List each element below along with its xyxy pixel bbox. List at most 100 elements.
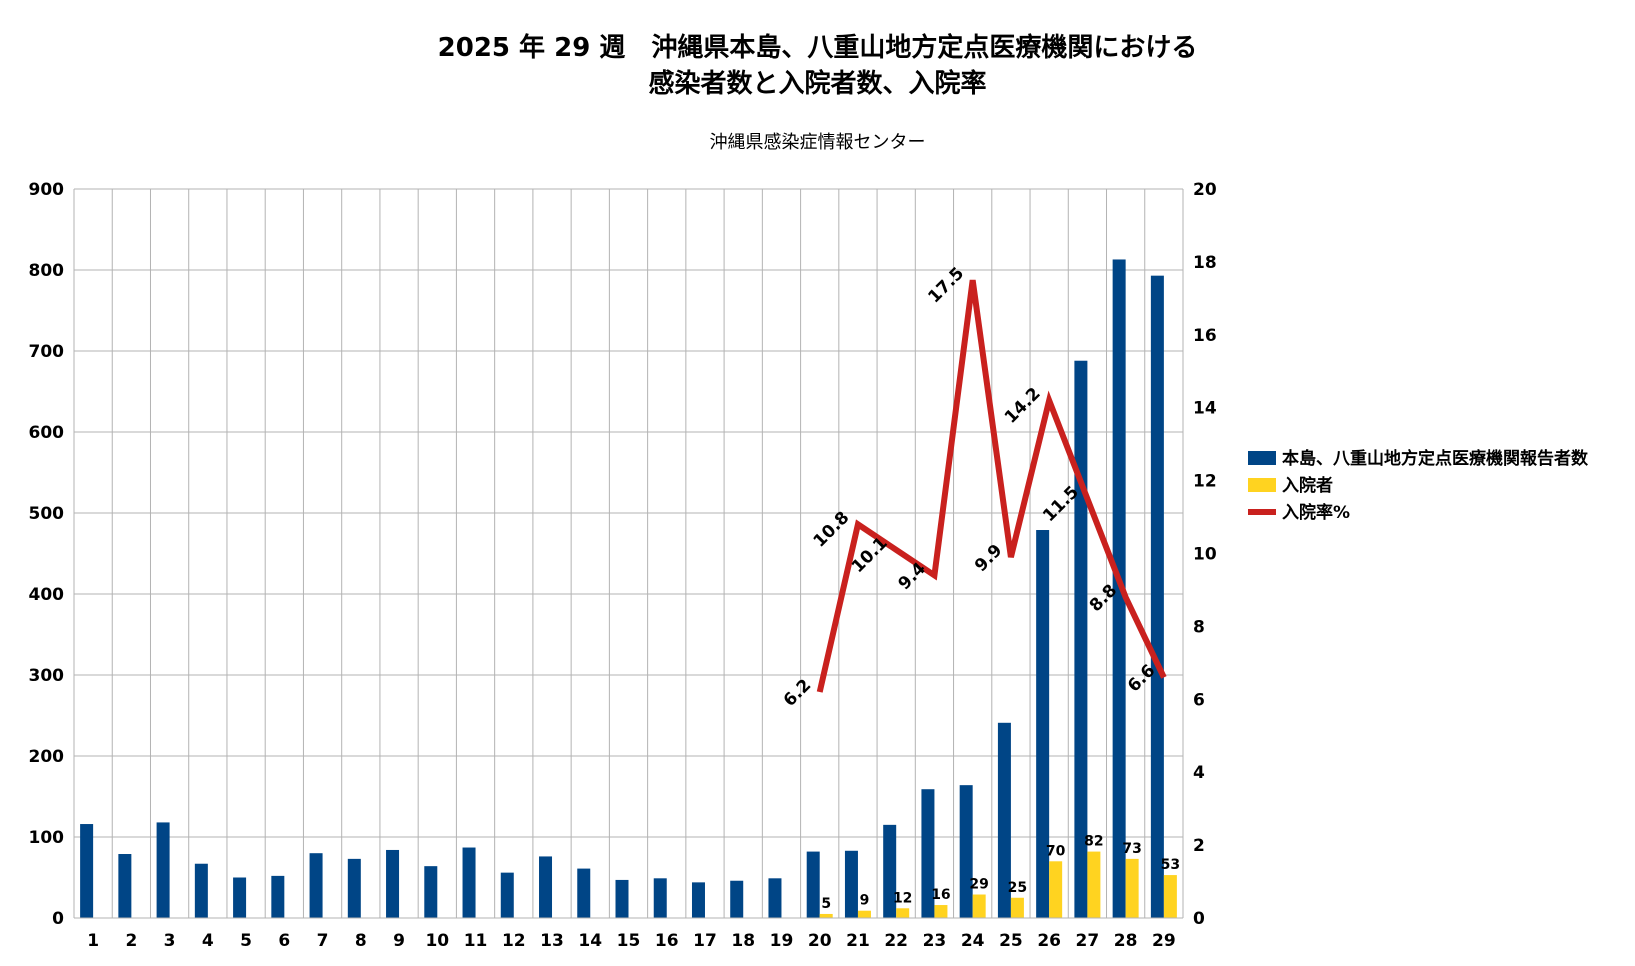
hospitalized-data-label: 53: [1161, 857, 1180, 873]
legend-label: 本島、八重山地方定点医療機関報告者数: [1282, 448, 1589, 469]
x-tick-label: 5: [240, 931, 252, 951]
bar-reported: [768, 878, 782, 918]
y-right-tick-label: 20: [1193, 180, 1217, 200]
x-tick-label: 22: [884, 931, 908, 951]
chart-subtitle: 沖縄県感染症情報センター: [709, 132, 926, 153]
bar-hospitalized: [857, 910, 871, 918]
bar-reported: [118, 854, 132, 918]
bar-hospitalized: [1163, 875, 1177, 918]
y-right-tick-label: 2: [1193, 836, 1205, 856]
hospitalized-data-label: 25: [1008, 880, 1027, 896]
y-right-tick-label: 14: [1193, 399, 1217, 419]
x-tick-label: 13: [540, 931, 564, 951]
hospitalized-data-label: 70: [1046, 843, 1066, 859]
hospitalized-data-label: 73: [1122, 841, 1141, 857]
x-tick-label: 19: [770, 931, 794, 951]
bar-hospitalized: [896, 908, 910, 918]
rate-line: [816, 279, 1167, 693]
bars: [80, 259, 1177, 919]
bar-reported: [615, 879, 629, 918]
x-tick-label: 9: [393, 931, 405, 951]
y-left-tick-label: 200: [29, 747, 65, 767]
legend-swatch: [1248, 451, 1276, 465]
axes: 0100200300400500600700800900024681012141…: [29, 180, 1217, 951]
x-tick-label: 2: [125, 931, 137, 951]
grid: [73, 188, 1184, 919]
y-left-tick-label: 600: [29, 423, 65, 443]
x-tick-label: 24: [961, 931, 985, 951]
chart-title-line2: 感染者数と入院者数、入院率: [648, 69, 987, 99]
x-tick-label: 23: [923, 931, 947, 951]
x-tick-label: 20: [808, 931, 832, 951]
bar-reported: [844, 850, 858, 918]
bar-reported: [1036, 530, 1050, 918]
y-right-tick-label: 0: [1193, 909, 1205, 929]
x-tick-label: 6: [278, 931, 290, 951]
x-tick-label: 1: [87, 931, 99, 951]
bar-reported: [539, 856, 553, 918]
bar-reported: [1150, 275, 1164, 918]
x-tick-label: 7: [317, 931, 329, 951]
x-tick-label: 26: [1037, 931, 1061, 951]
bar-hospitalized: [934, 905, 948, 918]
hospitalized-data-label: 9: [860, 893, 870, 909]
y-left-tick-label: 900: [29, 180, 65, 200]
bar-reported: [883, 824, 897, 918]
y-left-tick-label: 0: [52, 909, 64, 929]
bar-reported: [806, 851, 820, 918]
y-left-tick-label: 400: [29, 585, 65, 605]
bar-reported: [997, 722, 1011, 918]
bar-reported: [156, 822, 170, 918]
y-right-tick-label: 10: [1193, 545, 1217, 565]
bar-hospitalized: [1087, 851, 1101, 918]
bar-reported: [386, 849, 400, 918]
bar-reported: [653, 878, 667, 918]
bar-reported: [271, 875, 285, 918]
bar-hospitalized: [972, 894, 986, 918]
x-tick-label: 28: [1114, 931, 1138, 951]
x-tick-label: 11: [464, 931, 488, 951]
bar-hospitalized: [1010, 897, 1024, 918]
x-tick-label: 4: [202, 931, 214, 951]
legend-label: 入院率%: [1282, 502, 1350, 523]
x-tick-label: 17: [693, 931, 717, 951]
y-left-tick-label: 700: [29, 342, 65, 362]
y-right-tick-label: 18: [1193, 253, 1217, 273]
hospitalized-data-label: 29: [969, 877, 988, 893]
x-tick-label: 8: [355, 931, 367, 951]
bar-reported: [1074, 360, 1088, 919]
x-tick-label: 18: [731, 931, 755, 951]
bar-reported: [691, 882, 705, 918]
chart-title: 2025 年 29 週 沖縄県本島、八重山地方定点医療機関における 感染者数と入…: [0, 30, 1635, 102]
rate-data-label: 6.2: [780, 675, 815, 710]
x-tick-label: 29: [1152, 931, 1176, 951]
x-tick-label: 21: [846, 931, 870, 951]
legend-label: 入院者: [1282, 475, 1333, 496]
x-tick-label: 15: [617, 931, 641, 951]
bar-reported: [424, 866, 438, 918]
bar-hospitalized: [1125, 858, 1139, 918]
bar-reported: [233, 877, 247, 918]
bar-reported: [730, 880, 744, 918]
bar-reported: [347, 858, 361, 918]
x-tick-label: 12: [502, 931, 526, 951]
bar-reported: [194, 863, 208, 918]
y-right-tick-label: 8: [1193, 617, 1205, 637]
chart-title-line1: 2025 年 29 週 沖縄県本島、八重山地方定点医療機関における: [437, 33, 1198, 63]
bar-hospitalized: [819, 913, 833, 918]
bar-reported: [959, 785, 973, 918]
rate-data-label: 14.2: [1001, 384, 1045, 428]
hospitalized-data-label: 82: [1084, 834, 1103, 850]
rate-data-label: 9.9: [971, 541, 1006, 576]
y-right-tick-label: 12: [1193, 472, 1217, 492]
rate-data-label: 9.4: [895, 559, 931, 595]
hospitalized-data-label: 5: [821, 896, 831, 912]
bar-reported: [462, 847, 476, 918]
bar-reported: [80, 824, 94, 918]
x-tick-label: 3: [164, 931, 176, 951]
y-left-tick-label: 800: [29, 261, 65, 281]
bar-hospitalized: [1049, 861, 1063, 918]
bar-reported: [309, 853, 323, 918]
